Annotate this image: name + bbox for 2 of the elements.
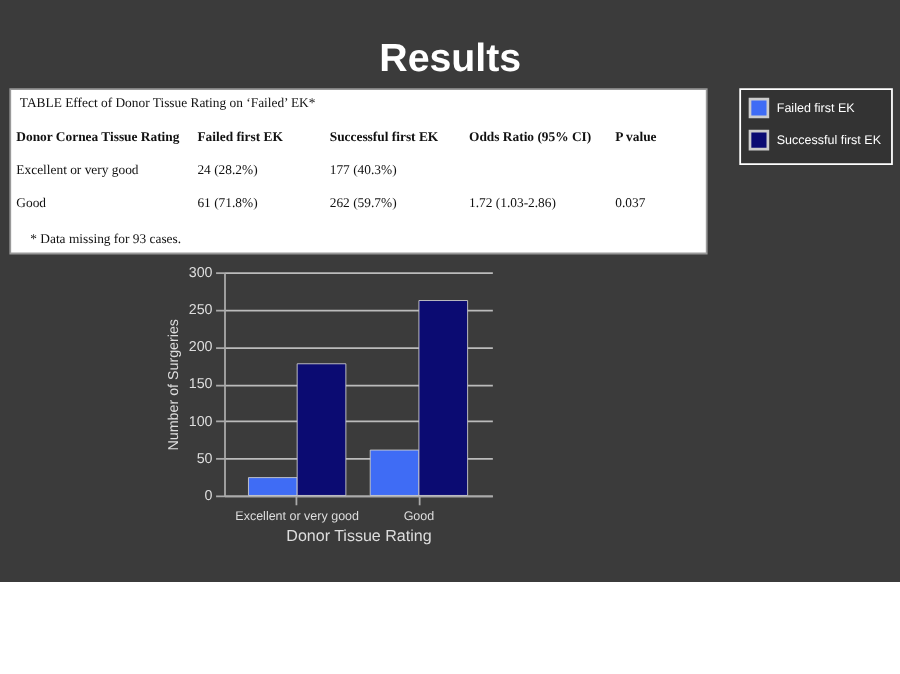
chart-title: Results bbox=[379, 37, 522, 82]
x-axis-title: Donor Tissue Rating bbox=[286, 527, 432, 545]
